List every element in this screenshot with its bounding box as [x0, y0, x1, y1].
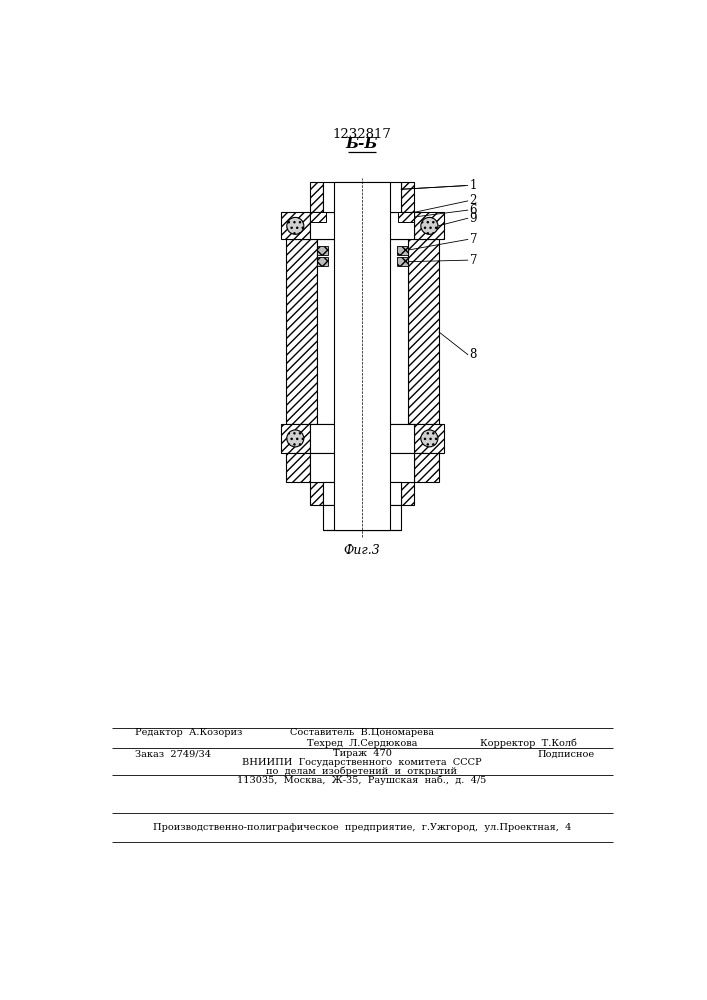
Text: 113035,  Москва,  Ж-35,  Раушская  наб.,  д.  4/5: 113035, Москва, Ж-35, Раушская наб., д. …	[238, 775, 486, 785]
Text: Фиг.3: Фиг.3	[344, 544, 380, 556]
Text: 2: 2	[469, 194, 477, 207]
Text: Корректор  Т.Колб: Корректор Т.Колб	[480, 739, 577, 748]
Bar	[310, 212, 414, 239]
Bar	[310, 212, 325, 222]
Text: 8: 8	[469, 348, 477, 361]
Bar	[401, 482, 414, 505]
Bar	[397, 257, 408, 266]
Text: 9: 9	[469, 212, 477, 225]
Circle shape	[421, 217, 438, 234]
Bar	[310, 453, 414, 482]
Bar	[414, 453, 438, 482]
Bar	[323, 505, 401, 530]
Text: Б-Б: Б-Б	[346, 137, 378, 151]
Circle shape	[287, 217, 304, 234]
Text: 1: 1	[469, 179, 477, 192]
Text: 7: 7	[469, 233, 477, 246]
Text: Тираж  470: Тираж 470	[332, 749, 392, 758]
Bar	[398, 212, 414, 222]
Bar	[310, 424, 414, 453]
Bar	[310, 482, 323, 505]
Text: ВНИИПИ  Государственного  комитета  СССР: ВНИИПИ Государственного комитета СССР	[242, 758, 481, 767]
Bar	[397, 246, 408, 255]
Circle shape	[287, 430, 304, 447]
Bar	[286, 239, 317, 424]
Text: Заказ  2749/34: Заказ 2749/34	[135, 749, 211, 758]
Text: по  делам  изобретений  и  открытий: по делам изобретений и открытий	[267, 767, 457, 776]
Bar	[317, 239, 408, 424]
Text: Производственно-полиграфическое  предприятие,  г.Ужгород,  ул.Проектная,  4: Производственно-полиграфическое предприя…	[153, 823, 571, 832]
Bar	[323, 482, 401, 505]
Text: Редактор  А.Козориз: Редактор А.Козориз	[135, 728, 243, 737]
Text: 7: 7	[469, 254, 477, 267]
Circle shape	[421, 430, 438, 447]
Text: Подписное: Подписное	[538, 749, 595, 758]
Bar	[281, 424, 310, 453]
Bar	[414, 212, 444, 239]
Bar	[414, 424, 444, 453]
Text: Техред  Л.Сердюкова: Техред Л.Сердюкова	[307, 739, 417, 748]
Bar	[310, 182, 323, 212]
Bar	[401, 182, 414, 212]
Bar	[323, 182, 401, 212]
Bar	[334, 182, 390, 530]
Bar	[317, 257, 328, 266]
Text: Составитель  В.Цономарева: Составитель В.Цономарева	[290, 728, 434, 737]
Text: 1232817: 1232817	[332, 128, 392, 141]
Bar	[281, 212, 310, 239]
Bar	[286, 453, 310, 482]
Text: 6: 6	[469, 204, 477, 217]
Bar	[317, 246, 328, 255]
Bar	[408, 239, 438, 424]
